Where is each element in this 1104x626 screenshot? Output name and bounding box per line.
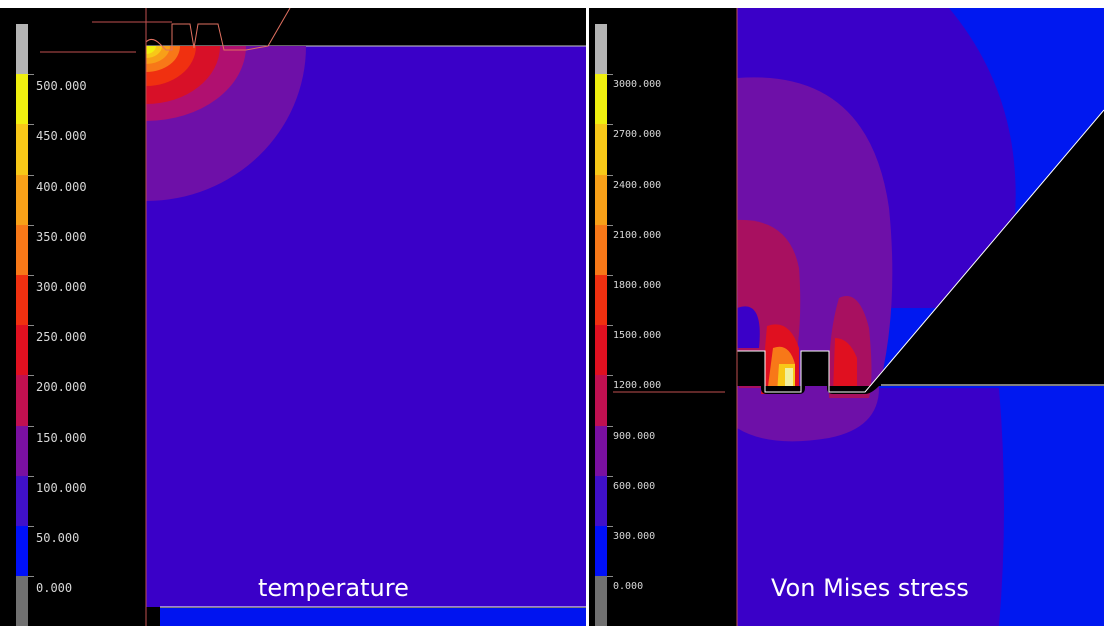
stress-legend-label: 600.000 <box>613 480 656 492</box>
temperature-legend-tick <box>28 275 34 276</box>
stress-legend-tick <box>607 576 613 578</box>
stress-legend-label: 2100.000 <box>613 229 662 241</box>
stress-caption: Von Mises stress <box>771 574 969 602</box>
stress-legend-swatch <box>595 224 607 276</box>
temperature-legend-label: 250.000 <box>36 330 87 345</box>
stress-legend-label: 3000.000 <box>613 79 662 91</box>
temperature-legend-tick <box>28 425 34 427</box>
stress-legend-swatch <box>595 576 607 626</box>
temperature-legend-swatch <box>16 375 28 427</box>
stress-zone-1200-right <box>833 338 857 394</box>
stress-legend-tick <box>607 124 613 126</box>
temperature-legend-label: 50.000 <box>36 531 80 545</box>
stress-legend-tick <box>607 74 613 76</box>
stress-legend-tick <box>607 425 613 427</box>
temperature-legend-label: 400.000 <box>36 179 87 194</box>
tool-body <box>737 110 1104 392</box>
temperature-legend-tick <box>28 576 34 578</box>
stress-legend-swatch <box>595 275 607 327</box>
temperature-legend-swatch <box>16 74 28 126</box>
temperature-legend-label: 350.000 <box>36 229 87 244</box>
stress-legend-tick <box>607 275 613 276</box>
stress-panel: Von Mises stress 3000.000 2700.000 2400.00… <box>589 8 1104 626</box>
temperature-legend-swatch <box>16 124 28 176</box>
stress-legend-tick <box>607 526 613 527</box>
temperature-legend-swatch <box>16 576 28 626</box>
stress-legend-swatch <box>595 174 607 226</box>
temp-zone-500 <box>146 46 156 54</box>
temperature-legend-tick <box>28 174 34 176</box>
temperature-legend-swatch <box>16 275 28 327</box>
temperature-legend-tick <box>28 475 34 477</box>
temperature-legend-swatch <box>16 174 28 226</box>
bottom-plate <box>160 608 586 626</box>
stress-zone-300-lower <box>737 388 1004 626</box>
tool-outline <box>737 109 1104 393</box>
temperature-legend-label: 100.000 <box>36 480 87 495</box>
stress-legend-swatch <box>595 24 607 76</box>
temperature-legend-swatch <box>16 526 28 578</box>
temperature-caption: temperature <box>258 574 409 602</box>
temperature-legend-label: 500.000 <box>36 79 87 94</box>
temperature-contour-plot <box>40 8 586 626</box>
temperature-legend-swatch <box>16 325 28 377</box>
stress-contour-plot <box>613 8 1104 626</box>
stress-legend <box>595 24 607 626</box>
temperature-legend-label: 200.000 <box>36 380 87 395</box>
temperature-legend-label: 150.000 <box>36 430 87 445</box>
temperature-legend-label: 450.000 <box>36 129 87 144</box>
stress-legend-swatch <box>595 375 607 427</box>
stress-legend-label: 0.000 <box>613 581 644 593</box>
stress-legend-tick <box>607 174 613 176</box>
temperature-legend-swatch <box>16 224 28 276</box>
temperature-legend-swatch <box>16 24 28 76</box>
stress-legend-swatch <box>595 124 607 176</box>
temperature-legend-tick <box>28 74 34 76</box>
temperature-legend-swatch <box>16 475 28 527</box>
stress-legend-tick <box>607 375 613 377</box>
stress-legend-swatch <box>595 526 607 578</box>
stress-legend-swatch <box>595 74 607 126</box>
tool-outline <box>145 8 291 51</box>
stress-legend-tick <box>607 224 613 226</box>
temperature-legend <box>16 24 28 626</box>
stress-legend-tick <box>607 475 613 477</box>
temperature-legend-tick <box>28 375 34 377</box>
temperature-legend-tick <box>28 526 34 527</box>
stress-legend-label: 1800.000 <box>613 280 662 291</box>
stress-legend-tick <box>607 325 613 327</box>
stress-legend-label: 300.000 <box>613 531 656 542</box>
temperature-legend-label: 300.000 <box>36 280 87 294</box>
stress-legend-swatch <box>595 325 607 377</box>
stress-legend-label: 2400.000 <box>613 179 662 191</box>
stress-legend-swatch <box>595 475 607 527</box>
stress-legend-label: 1500.000 <box>613 330 662 342</box>
stress-legend-label: 2700.000 <box>613 129 662 141</box>
stress-legend-label: 900.000 <box>613 430 656 442</box>
temperature-legend-tick <box>28 224 34 226</box>
temperature-legend-tick <box>28 124 34 126</box>
temperature-legend-tick <box>28 325 34 327</box>
temperature-legend-label: 0.000 <box>36 581 73 596</box>
stress-legend-label: 1200.000 <box>613 380 662 392</box>
temperature-legend-swatch <box>16 425 28 477</box>
stress-legend-swatch <box>595 425 607 477</box>
temperature-panel: temperature 500.000 450.000 400.000 350.000… <box>0 8 586 626</box>
